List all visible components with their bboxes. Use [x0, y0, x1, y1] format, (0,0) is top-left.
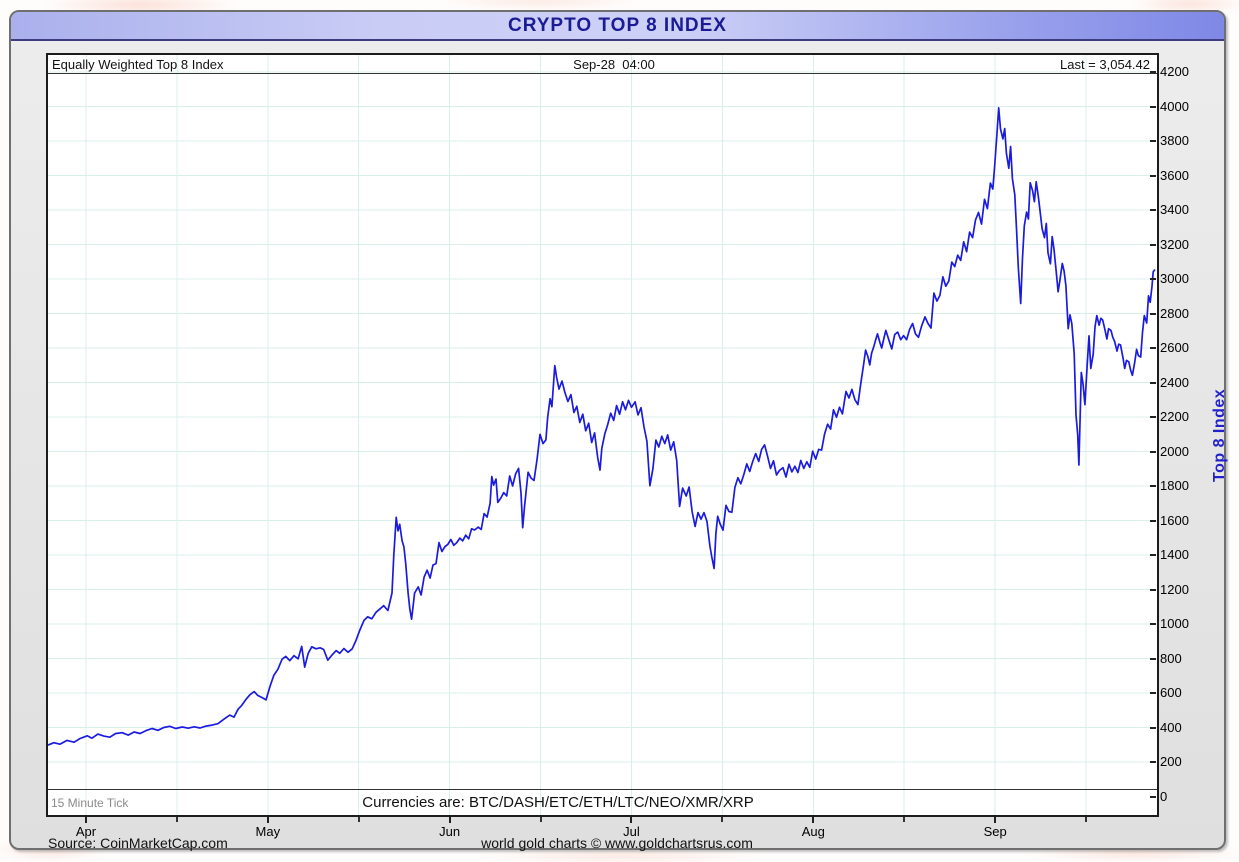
x-axis: Apr May Jun Jul Aug Sep: [48, 817, 1157, 849]
x-minor-tick-mark: [903, 817, 906, 822]
copyright-label: world gold charts © www.goldchartsrus.co…: [481, 835, 753, 851]
y-tick-mark: [1150, 416, 1156, 418]
y-tick-mark: [1150, 347, 1156, 349]
y-tick-label: 3400: [1160, 202, 1189, 217]
y-tick-label: 1000: [1160, 616, 1189, 631]
y-tick-mark: [1150, 105, 1156, 108]
price-line-chart: [48, 55, 1157, 815]
page-title: CRYPTO TOP 8 INDEX: [508, 15, 727, 36]
y-tick-label: 400: [1160, 719, 1182, 735]
y-tick-label: 600: [1160, 685, 1182, 700]
y-tick-mark: [1150, 761, 1156, 763]
y-tick-mark: [1150, 623, 1156, 625]
y-tick-mark: [1150, 519, 1156, 522]
currencies-label: Currencies are: BTC/DASH/ETC/ETH/LTC/NEO…: [362, 794, 754, 811]
y-tick-mark: [1150, 381, 1156, 384]
x-tick-label-month: Aug: [801, 824, 825, 839]
x-tick-mark: [448, 817, 451, 823]
y-tick-mark: [1150, 243, 1156, 246]
y-axis: 0 200 400 600 800 1000 1200 1400 1600 1800 2000 220…: [1150, 55, 1230, 815]
y-tick-mark: [1150, 140, 1156, 142]
y-tick-label: 3800: [1160, 133, 1189, 148]
y-tick-label: 1800: [1160, 478, 1189, 493]
source-label: Source: CoinMarketCap.com: [48, 835, 228, 851]
y-tick-label: 2600: [1160, 340, 1189, 355]
y-tick-label: 1400: [1160, 547, 1189, 562]
x-tick-mark: [266, 817, 269, 823]
watermark-artifact: [430, 0, 650, 10]
y-tick-label: 3600: [1160, 167, 1189, 183]
y-tick-label: 3200: [1160, 236, 1189, 252]
y-tick-label: 2200: [1160, 409, 1189, 424]
y-tick-mark: [1150, 657, 1156, 660]
plot-footer-strip: 15 Minute Tick Currencies are: BTC/DASH/…: [48, 789, 1157, 815]
x-minor-tick-mark: [539, 817, 542, 822]
y-tick-label: 4000: [1160, 98, 1189, 114]
x-tick-label-month: Apr: [75, 824, 97, 839]
timestamp-label: Sep-28 04:00: [573, 57, 655, 72]
x-minor-tick-mark: [721, 817, 724, 822]
y-tick-label: 200: [1160, 754, 1182, 769]
series-name-label: Equally Weighted Top 8 Index: [52, 57, 224, 72]
x-tick-label-month: Jul: [623, 824, 640, 839]
y-tick-mark: [1150, 795, 1156, 798]
plot-header-strip: Equally Weighted Top 8 Index Sep-28 04:0…: [48, 55, 1157, 74]
title-bar: CRYPTO TOP 8 INDEX: [11, 12, 1224, 41]
x-tick-label-month: Sep: [983, 824, 1007, 839]
x-tick-label-month: May: [255, 824, 281, 839]
x-minor-tick-mark: [357, 817, 360, 822]
y-tick-label: 1200: [1160, 581, 1189, 597]
y-tick-mark: [1150, 209, 1156, 211]
y-tick-label: 800: [1160, 650, 1182, 666]
y-tick-label: 0: [1160, 788, 1168, 804]
y-tick-mark: [1150, 71, 1156, 73]
plot-area: Equally Weighted Top 8 Index Sep-28 04:0…: [46, 53, 1159, 817]
x-minor-tick-mark: [1085, 817, 1088, 822]
x-tick-mark: [812, 817, 815, 823]
y-tick-label: 2000: [1160, 443, 1189, 459]
y-tick-label: 3000: [1160, 271, 1189, 286]
x-tick-mark: [85, 817, 87, 823]
y-tick-mark: [1150, 278, 1156, 280]
y-tick-label: 2800: [1160, 305, 1189, 321]
x-tick-mark: [630, 817, 633, 823]
y-tick-mark: [1150, 485, 1156, 487]
y-tick-mark: [1150, 726, 1156, 729]
y-axis-title: Top 8 Index: [1211, 388, 1228, 482]
y-tick-label: 2400: [1160, 374, 1189, 390]
x-tick-mark: [994, 817, 997, 823]
y-tick-mark: [1150, 174, 1156, 177]
y-tick-mark: [1150, 692, 1156, 694]
price-line: [48, 107, 1156, 746]
y-tick-label: 1600: [1160, 512, 1189, 528]
last-value-label: Last = 3,054.42: [1060, 57, 1150, 72]
y-tick-label: 4200: [1160, 64, 1189, 79]
x-tick-label-month: Jun: [439, 824, 461, 839]
chart-window: CRYPTO TOP 8 INDEX Equally Weighted Top …: [9, 10, 1228, 851]
y-tick-mark: [1150, 450, 1156, 453]
x-minor-tick-mark: [175, 817, 178, 822]
tick-interval-label: 15 Minute Tick: [51, 796, 129, 810]
y-tick-mark: [1150, 588, 1156, 591]
y-tick-mark: [1150, 312, 1156, 315]
y-tick-mark: [1150, 554, 1156, 556]
